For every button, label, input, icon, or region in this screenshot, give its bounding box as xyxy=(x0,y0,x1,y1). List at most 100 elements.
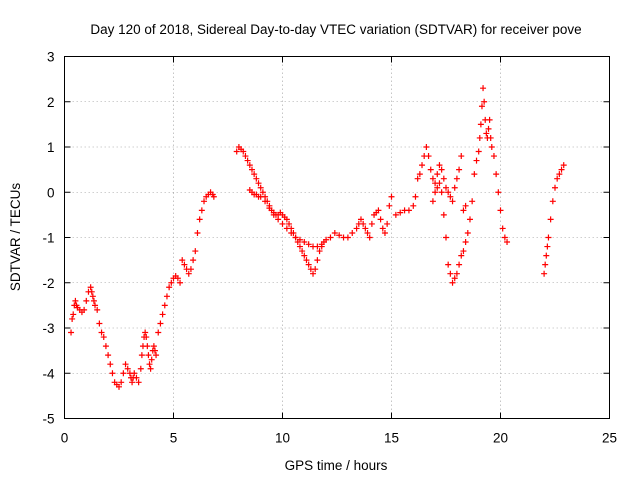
data-point xyxy=(122,361,129,368)
data-point xyxy=(375,207,382,214)
data-point xyxy=(397,209,404,216)
data-point xyxy=(485,125,492,132)
data-point xyxy=(504,239,511,246)
data-point xyxy=(185,270,192,277)
x-axis-label: GPS time / hours xyxy=(285,458,388,473)
data-point xyxy=(456,166,463,173)
data-point xyxy=(449,279,456,286)
data-point xyxy=(449,198,456,205)
data-point xyxy=(556,171,563,178)
x-tick-label: 5 xyxy=(170,431,178,446)
data-point xyxy=(94,306,101,313)
data-point xyxy=(460,248,467,255)
data-point xyxy=(560,162,567,169)
data-point xyxy=(427,166,434,173)
data-point xyxy=(349,229,356,236)
data-points xyxy=(68,85,567,390)
data-point xyxy=(283,216,290,223)
data-point xyxy=(488,144,495,150)
data-point xyxy=(201,198,208,205)
data-point xyxy=(259,189,266,196)
data-point xyxy=(388,193,395,200)
data-point xyxy=(296,236,303,243)
data-point xyxy=(244,157,251,164)
data-point xyxy=(305,261,312,268)
data-point xyxy=(443,184,449,191)
data-point xyxy=(181,261,188,268)
data-point xyxy=(478,103,485,110)
data-point xyxy=(88,288,95,295)
data-point xyxy=(292,234,299,241)
x-tick-label: 25 xyxy=(602,431,617,446)
data-point xyxy=(434,171,441,178)
data-point xyxy=(275,216,282,223)
data-point xyxy=(547,216,554,223)
data-point xyxy=(445,189,452,196)
data-point xyxy=(542,261,549,268)
data-point xyxy=(129,379,136,386)
data-point xyxy=(92,302,99,309)
data-point xyxy=(233,148,240,155)
data-point xyxy=(163,293,170,300)
data-point xyxy=(198,207,205,214)
data-point xyxy=(190,257,197,264)
data-point xyxy=(486,116,493,123)
data-point xyxy=(303,257,310,264)
y-tick-label: -5 xyxy=(42,412,54,427)
data-point xyxy=(364,229,371,236)
data-point xyxy=(142,329,149,336)
data-point xyxy=(151,347,158,354)
data-point xyxy=(419,162,426,169)
data-point xyxy=(495,189,502,196)
data-point xyxy=(296,243,303,250)
data-point xyxy=(109,370,116,377)
data-point xyxy=(120,370,127,377)
y-tick-label: 2 xyxy=(47,95,55,110)
data-point xyxy=(279,220,286,227)
data-point xyxy=(118,379,125,386)
data-point xyxy=(543,252,550,259)
data-point xyxy=(366,234,373,241)
data-point xyxy=(336,232,343,239)
data-point xyxy=(436,180,443,187)
data-point xyxy=(253,175,260,182)
data-point xyxy=(240,148,247,155)
data-point xyxy=(423,144,430,150)
data-point xyxy=(138,352,145,359)
data-point xyxy=(70,311,77,318)
data-point xyxy=(150,343,157,350)
data-point xyxy=(487,134,494,141)
data-point xyxy=(405,207,412,214)
data-point xyxy=(314,257,321,264)
data-point xyxy=(544,243,551,250)
data-point xyxy=(283,225,290,232)
data-point xyxy=(466,216,473,223)
data-point xyxy=(483,130,490,137)
chart-title: Day 120 of 2018, Sidereal Day-to-day VTE… xyxy=(90,22,581,37)
data-point xyxy=(377,216,384,223)
data-point xyxy=(87,284,94,291)
data-point xyxy=(266,205,273,212)
data-point xyxy=(248,166,255,173)
data-point xyxy=(148,356,155,363)
axis-ticks: 0 5 10 15 20 25 -5 -4 -3 -2 -1 0 1 2 3 xyxy=(42,50,617,446)
data-point xyxy=(458,153,465,160)
data-point xyxy=(436,162,443,169)
data-point xyxy=(69,315,76,322)
data-point xyxy=(438,166,445,173)
data-point xyxy=(476,134,483,141)
data-point xyxy=(501,234,508,241)
data-point xyxy=(144,343,151,350)
data-point xyxy=(161,302,168,309)
data-point xyxy=(192,248,199,255)
data-point xyxy=(301,252,308,259)
data-point xyxy=(133,374,140,381)
data-point xyxy=(475,148,482,155)
data-point xyxy=(135,379,142,386)
y-tick-label: -1 xyxy=(42,231,54,246)
data-point xyxy=(447,193,454,200)
data-point xyxy=(440,175,447,182)
data-point xyxy=(477,121,484,128)
data-point xyxy=(246,162,253,169)
